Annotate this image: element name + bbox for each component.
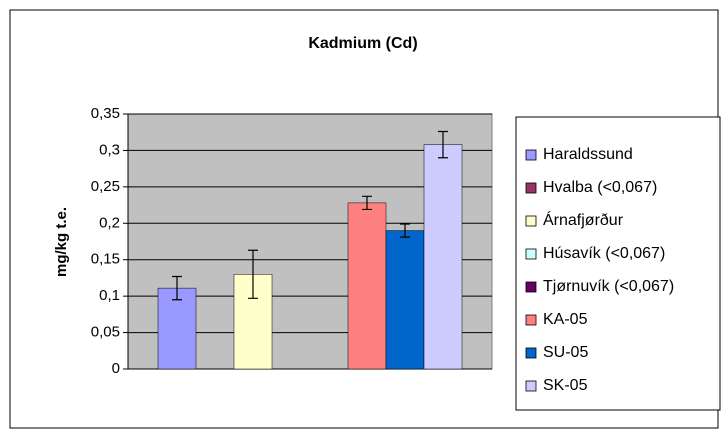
legend-box	[515, 116, 721, 411]
legend-label: Húsavík (<0,067)	[543, 245, 665, 262]
legend-label: Tjørnuvík (<0,067)	[543, 278, 674, 295]
bar	[157, 287, 197, 370]
y-tick-label: 0,3	[99, 141, 120, 158]
error-bar	[362, 195, 372, 211]
legend-label: SU-05	[543, 344, 588, 361]
y-tick-label: 0,1	[99, 287, 120, 304]
error-bar	[438, 130, 448, 159]
y-tick-label: 0,15	[91, 251, 120, 268]
legend-swatch	[525, 149, 537, 161]
chart-title: Kadmium (Cd)	[308, 35, 417, 52]
y-axis-label: mg/kg t.e.	[53, 207, 70, 277]
y-tick-label: 0,2	[99, 214, 120, 231]
bar	[385, 230, 425, 370]
legend-label: SK-05	[543, 377, 588, 394]
y-tick-label: 0,05	[91, 324, 120, 341]
legend-label: KA-05	[543, 311, 588, 328]
legend-label: Haraldssund	[543, 146, 633, 163]
error-bar	[172, 275, 182, 301]
error-bar	[400, 223, 410, 238]
bar	[423, 144, 463, 370]
y-tick-label: 0,25	[91, 178, 120, 195]
legend-label: Hvalba (<0,067)	[543, 179, 657, 196]
legend-swatch	[525, 215, 537, 227]
legend-swatch	[525, 182, 537, 194]
y-tick-label: 0	[112, 360, 120, 377]
legend-swatch	[525, 380, 537, 392]
bar	[347, 202, 387, 370]
error-bar	[248, 249, 258, 299]
legend-swatch	[525, 314, 537, 326]
legend-swatch	[525, 281, 537, 293]
y-tick-label: 0,35	[91, 105, 120, 122]
legend-swatch	[525, 347, 537, 359]
legend-swatch	[525, 248, 537, 260]
legend-label: Árnafjørður	[543, 210, 624, 229]
